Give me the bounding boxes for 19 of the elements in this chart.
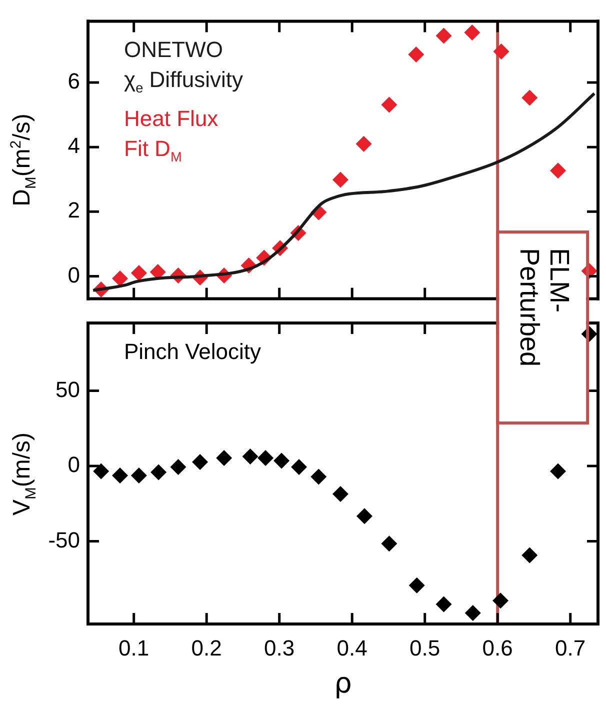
y-tick-label: 6 xyxy=(68,68,80,94)
x-tick-label: 0.2 xyxy=(191,635,222,660)
x-tick-label: 0.4 xyxy=(336,635,368,660)
x-tick-label: 0.1 xyxy=(118,635,150,660)
x-tick-label: 0.6 xyxy=(482,635,513,660)
text: Pinch Velocity xyxy=(124,338,262,366)
text: ONETWO χ$_{e}$ Diffusivity xyxy=(124,36,244,98)
y-tick-label: -50 xyxy=(48,527,80,552)
y-tick-label: 0 xyxy=(68,262,80,288)
text: Heat Flux Fit D$_{M}$ xyxy=(124,104,220,166)
y-tick-label: 2 xyxy=(68,198,80,223)
x-tick-label: 0.5 xyxy=(410,635,440,660)
y-tick-label: 0 xyxy=(68,452,80,478)
x-tick-label: 0.7 xyxy=(555,635,586,660)
y-tick-label: 4 xyxy=(68,133,80,158)
x-axis-title: ρ xyxy=(334,666,352,700)
y-tick-label: 50 xyxy=(56,376,80,402)
x-tick-label: 0.3 xyxy=(264,635,295,660)
ref-line-label: ELM-Perturbed xyxy=(514,248,575,367)
